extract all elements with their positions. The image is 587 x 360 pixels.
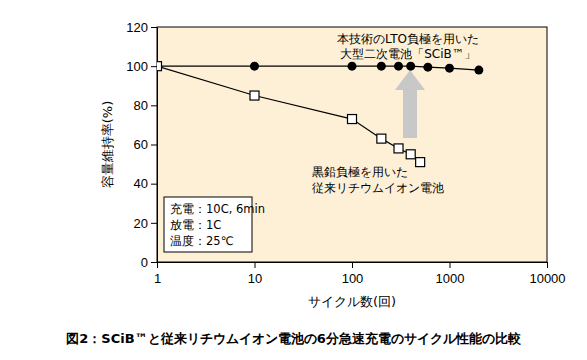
y-tick-label: 20 [134,215,148,230]
chart: 1 10 100 1000 10000 0 20 40 60 80 100 120 本技術のLTO負極を… [0,0,587,360]
annotation: 黒鉛負極を用いた従来リチウムイオン電池 [312,165,444,195]
series-point [394,62,403,71]
plot-marks [157,62,483,167]
series-line [157,66,420,162]
y-tick-label: 120 [126,20,148,35]
y-tick-mark [151,184,157,185]
condition-text-line: 放電：1C [170,218,221,232]
annotation-line: 黒鉛負極を用いた [312,165,408,179]
x-tick-mark [547,262,548,268]
series-point [406,62,415,71]
y-tick: 120 [126,20,157,35]
series-point [423,63,432,72]
y-tick-mark [151,145,157,146]
x-tick-label: 1000 [436,271,465,286]
y-tick-mark [151,262,157,263]
y-tick-mark [151,66,157,67]
x-tick-mark [255,262,256,268]
y-tick-mark [151,27,157,28]
annotation-line: 大型二次電池「SCiB™」 [340,47,476,61]
y-tick-mark [151,105,157,106]
x-tick-mark [157,262,158,268]
series-point [445,64,454,73]
y-tick-label: 100 [126,59,148,74]
y-tick: 20 [134,215,157,230]
y-tick-label: 60 [134,137,148,152]
y-tick: 60 [134,137,157,152]
series-point [348,62,357,71]
series-point [394,144,403,153]
plot-background [157,27,547,262]
series-point [377,62,386,71]
y-tick-label: 80 [134,98,148,113]
y-tick-mark [151,223,157,224]
x-tick: 1 [154,262,161,286]
x-tick-mark [352,262,353,268]
x-axis-label: サイクル数(回) [308,294,396,309]
x-tick-label: 10000 [529,271,565,286]
series-point [250,91,259,100]
x-tick-mark [450,262,451,268]
annotation-line: 従来リチウムイオン電池 [312,181,444,195]
series-point [416,158,425,167]
condition-text-line: 充電：10C, 6min [170,202,265,216]
y-axis-label: 容量維持率(%) [100,101,115,189]
y-tick: 40 [134,176,157,191]
x-tick: 1000 [436,262,465,286]
plot-frame [157,27,547,262]
series-point [474,66,483,75]
series-point [406,150,415,159]
x-tick-label: 1 [154,271,161,286]
series-point [377,134,386,143]
x-tick-label: 10 [248,271,262,286]
series-point [348,115,357,124]
x-tick-label: 100 [342,271,364,286]
y-axis: 0 20 40 60 80 100 120 [126,20,157,270]
x-tick: 10000 [529,262,565,286]
y-tick: 100 [126,59,157,74]
annotation-line: 本技術のLTO負極を用いた [337,32,479,46]
y-tick: 80 [134,98,157,113]
series-point [157,62,162,71]
condition-text: 充電：10C, 6min 放電：1C 温度：25℃ [170,202,265,248]
y-tick-label: 0 [141,255,148,270]
x-tick: 10 [248,262,262,286]
y-tick-label: 40 [134,176,148,191]
condition-text-line: 温度：25℃ [170,234,234,248]
x-tick: 100 [342,262,364,286]
series-point [157,62,162,71]
series-point [250,62,259,71]
y-tick: 0 [141,255,157,270]
arrow [395,70,425,138]
title: 図2：SCiB™と従来リチウムイオン電池の6分急速充電のサイクル性能の比較 [66,331,521,346]
annotation: 本技術のLTO負極を用いた大型二次電池「SCiB™」 [337,32,479,61]
x-axis: 1 10 100 1000 10000 [154,262,566,286]
